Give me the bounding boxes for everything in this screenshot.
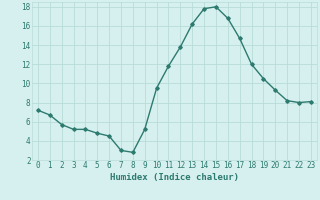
X-axis label: Humidex (Indice chaleur): Humidex (Indice chaleur) <box>110 173 239 182</box>
